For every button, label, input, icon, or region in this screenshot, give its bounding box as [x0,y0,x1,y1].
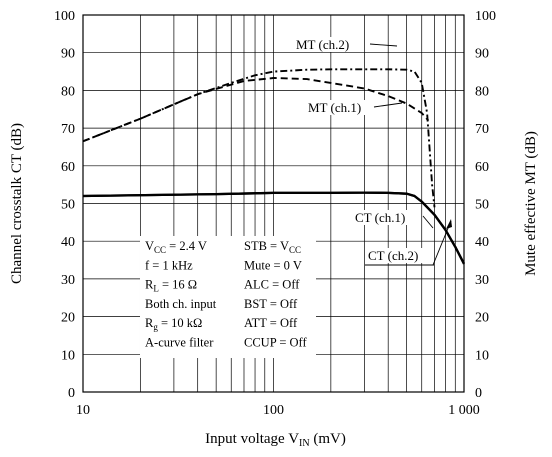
annotation-leader [369,43,398,47]
y-tick-label-left: 90 [61,47,75,62]
y-tick-label-right: 40 [475,235,489,250]
y-tick-label-right: 70 [475,122,489,137]
series-annotations: MT (ch.2) MT (ch.1) CT (ch.1) CT (ch.2) [293,37,452,266]
y-tick-label-right: 30 [475,273,489,288]
condition-text: STB = VCC [244,239,301,255]
condition-text: BST = Off [244,297,298,311]
plot-frame [82,14,465,393]
y-tick-label-right: 100 [475,9,496,24]
y-tick-label-right: 80 [475,84,489,99]
y-tick-label-left: 40 [61,235,75,250]
annotation-bg [305,100,372,115]
y-tick-label-left: 100 [54,9,75,24]
annotation-leader [422,215,434,229]
condition-text: A-curve filter [145,336,214,350]
annotation-ct-ch-1: CT (ch.1) [355,210,405,225]
x-axis-title: Input voltage VIN (mV) [205,431,346,449]
y-tick-label-left: 0 [68,386,75,401]
y-tick-label-left: 20 [61,311,75,326]
condition-text: ATT = Off [244,316,298,330]
annotation-bg [365,248,432,263]
condition-text: Rg = 10 kΩ [145,316,202,332]
condition-text: RL = 16 Ω [145,278,197,294]
y-tick-label-right: 60 [475,160,489,175]
y-tick-label-left: 80 [61,84,75,99]
measurement-conditions: VCC = 2.4 V STB = VCC f = 1 kHz Mute = 0 V R… [140,236,316,358]
condition-text: CCUP = Off [244,336,307,350]
y-axis-title-left: Channel crosstalk CT (dB) [9,123,25,284]
annotation-ct-ch-2: CT (ch.2) [368,248,418,263]
condition-text: Mute = 0 V [244,258,302,272]
y-tick-label-right: 20 [475,311,489,326]
annotation-mt-ch-2: MT (ch.2) [296,37,349,52]
series-line-4 [82,191,466,265]
y-tick-label-right: 90 [475,47,489,62]
series-line-2 [82,68,436,208]
x-tick-label: 10 [76,403,90,418]
y-axis-title-right: Mute effective MT (dB) [523,131,539,276]
y-tick-label-right: 10 [475,348,489,363]
annotation-mt-ch-1: MT (ch.1) [308,100,361,115]
y-tick-label-left: 70 [61,122,75,137]
y-tick-label-left: 30 [61,273,75,288]
annotation-leader [373,102,403,108]
series-line-1 [82,77,430,143]
annotation-bg [352,210,419,225]
x-tick-label: 1 000 [448,403,480,418]
condition-text: Both ch. input [145,297,217,311]
y-tick-label-left: 60 [61,160,75,175]
annotation-arrowhead [446,219,452,229]
condition-text: VCC = 2.4 V [145,239,207,255]
x-tick-label: 100 [263,403,284,418]
condition-text: f = 1 kHz [145,258,193,272]
condition-text: ALC = Off [244,278,300,292]
conditions-box [140,236,316,358]
y-tick-label-left: 50 [61,198,75,213]
y-tick-label-right: 0 [475,386,482,401]
annotation-bg [293,37,360,52]
series-lines [82,68,466,265]
y-tick-label-right: 50 [475,198,489,213]
y-tick-label-left: 10 [61,348,75,363]
